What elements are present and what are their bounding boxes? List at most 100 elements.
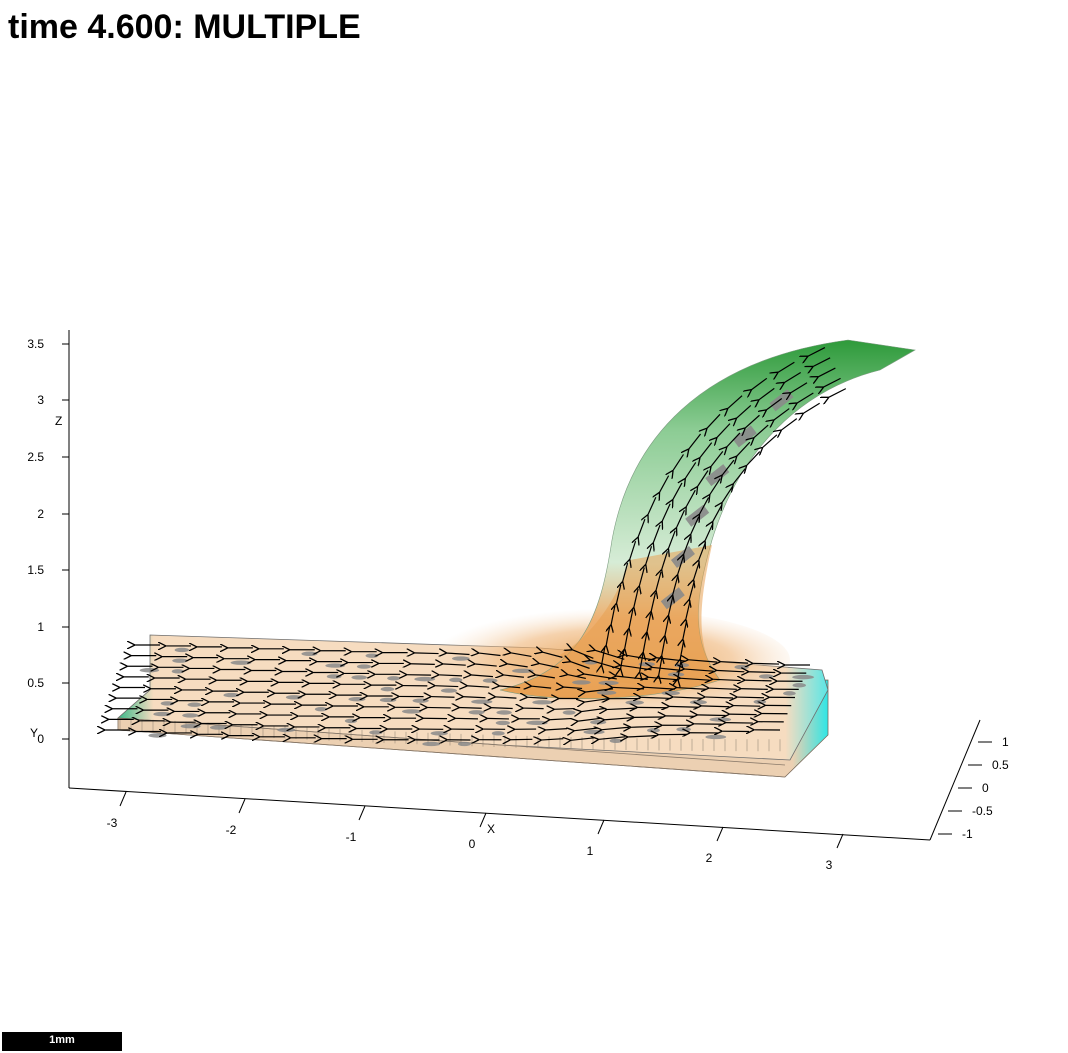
gray-marker — [285, 695, 303, 700]
gray-marker — [734, 664, 749, 670]
velocity-arrow — [474, 664, 497, 666]
velocity-arrow — [773, 408, 790, 421]
velocity-arrow — [807, 347, 826, 357]
velocity-arrow — [781, 418, 798, 431]
velocity-arrow — [812, 357, 831, 367]
velocity-arrows — [104, 347, 847, 741]
slab-edge-line — [117, 729, 786, 778]
z-tick-label: 2.5 — [27, 450, 44, 464]
liquid-jet — [499, 339, 916, 700]
velocity-arrow — [430, 697, 455, 698]
velocity-arrow — [462, 697, 486, 698]
gray-marker — [526, 720, 548, 726]
gray-marker — [160, 701, 175, 706]
velocity-arrow — [823, 377, 841, 387]
x-tick-mark — [716, 826, 724, 842]
gray-marker — [457, 741, 471, 747]
gray-marker — [732, 425, 757, 448]
velocity-arrow — [442, 664, 466, 665]
z-tick-label: 3 — [37, 393, 44, 407]
gray-marker — [562, 710, 576, 715]
gray-marker — [468, 710, 485, 715]
velocity-arrow — [434, 686, 459, 687]
z-tick-label: 0 — [37, 732, 44, 746]
velocity-arrow — [700, 706, 730, 707]
gray-marker — [661, 690, 680, 696]
gray-marker — [759, 674, 774, 679]
velocity-arrow — [478, 653, 501, 656]
axes-frame — [68, 330, 981, 841]
velocity-arrow — [697, 715, 726, 716]
velocity-arrow — [745, 414, 760, 428]
gray-marker — [365, 653, 379, 658]
velocity-arrow — [458, 708, 482, 709]
z-tick-label: 2 — [37, 507, 44, 521]
gray-marker — [792, 674, 814, 680]
velocity-arrow — [410, 664, 435, 665]
gray-marker — [148, 733, 167, 738]
velocity-arrow — [527, 697, 548, 698]
velocity-arrow — [688, 660, 718, 662]
velocity-arrow — [729, 714, 757, 715]
velocity-arrow — [438, 675, 463, 676]
gray-marker — [598, 680, 619, 686]
x-tick-mark — [479, 812, 487, 828]
gray-marker — [583, 729, 605, 735]
gray-marker — [609, 738, 623, 744]
velocity-arrow — [570, 661, 590, 669]
gray-marker — [422, 741, 441, 747]
velocity-arrow — [490, 708, 513, 709]
velocity-arrow — [540, 739, 564, 740]
velocity-arrow — [502, 675, 524, 677]
x-tick-label: -1 — [346, 830, 357, 844]
gray-marker — [351, 675, 368, 680]
velocity-arrow — [486, 718, 509, 719]
gray-marker — [344, 718, 358, 724]
gray-marker — [277, 727, 296, 733]
velocity-arrow — [531, 686, 552, 688]
velocity-arrow — [535, 675, 555, 679]
gray-marker — [171, 669, 185, 674]
velocity-arrow — [712, 679, 741, 680]
gray-marker — [348, 696, 366, 702]
z-tick-label: 3.5 — [27, 337, 44, 351]
velocity-arrow — [803, 402, 820, 413]
z-tick-label: 0.5 — [27, 676, 44, 690]
velocity-arrow — [506, 664, 528, 668]
y-tick-label: -0.5 — [972, 804, 993, 818]
velocity-arrow — [736, 405, 752, 418]
gray-marker — [590, 719, 607, 725]
z-tick-label: 1.5 — [27, 563, 44, 577]
velocity-arrow — [744, 680, 772, 681]
velocity-arrow — [736, 697, 765, 698]
velocity-arrow — [545, 729, 568, 730]
velocity-arrow — [704, 697, 734, 698]
gray-marker — [387, 676, 401, 681]
velocity-arrow — [706, 413, 721, 429]
gray-marker — [180, 723, 201, 729]
velocity-arrow — [752, 663, 780, 664]
gray-marker — [412, 698, 429, 703]
velocity-arrow — [570, 738, 595, 741]
velocity-arrow — [790, 382, 808, 393]
velocity-arrow — [688, 433, 702, 450]
gray-marker — [314, 706, 328, 712]
velocity-arrow — [727, 395, 743, 409]
x-tick-label: 2 — [706, 851, 713, 865]
gray-marker — [625, 700, 644, 705]
velocity-arrow — [466, 686, 490, 687]
gray-marker — [325, 663, 345, 668]
velocity-arrow — [818, 367, 836, 377]
gray-marker — [495, 720, 511, 726]
gray-marker — [572, 680, 591, 685]
x-tick-mark — [238, 798, 246, 814]
gray-marker — [689, 700, 707, 705]
velocity-arrow — [758, 387, 775, 400]
gray-marker — [356, 664, 372, 669]
scale-bar: 1mm — [2, 1032, 122, 1051]
x-axis-line — [68, 787, 931, 841]
gray-marker — [401, 709, 422, 714]
z-axis-label: Z — [55, 414, 62, 428]
gray-marker — [512, 668, 534, 674]
